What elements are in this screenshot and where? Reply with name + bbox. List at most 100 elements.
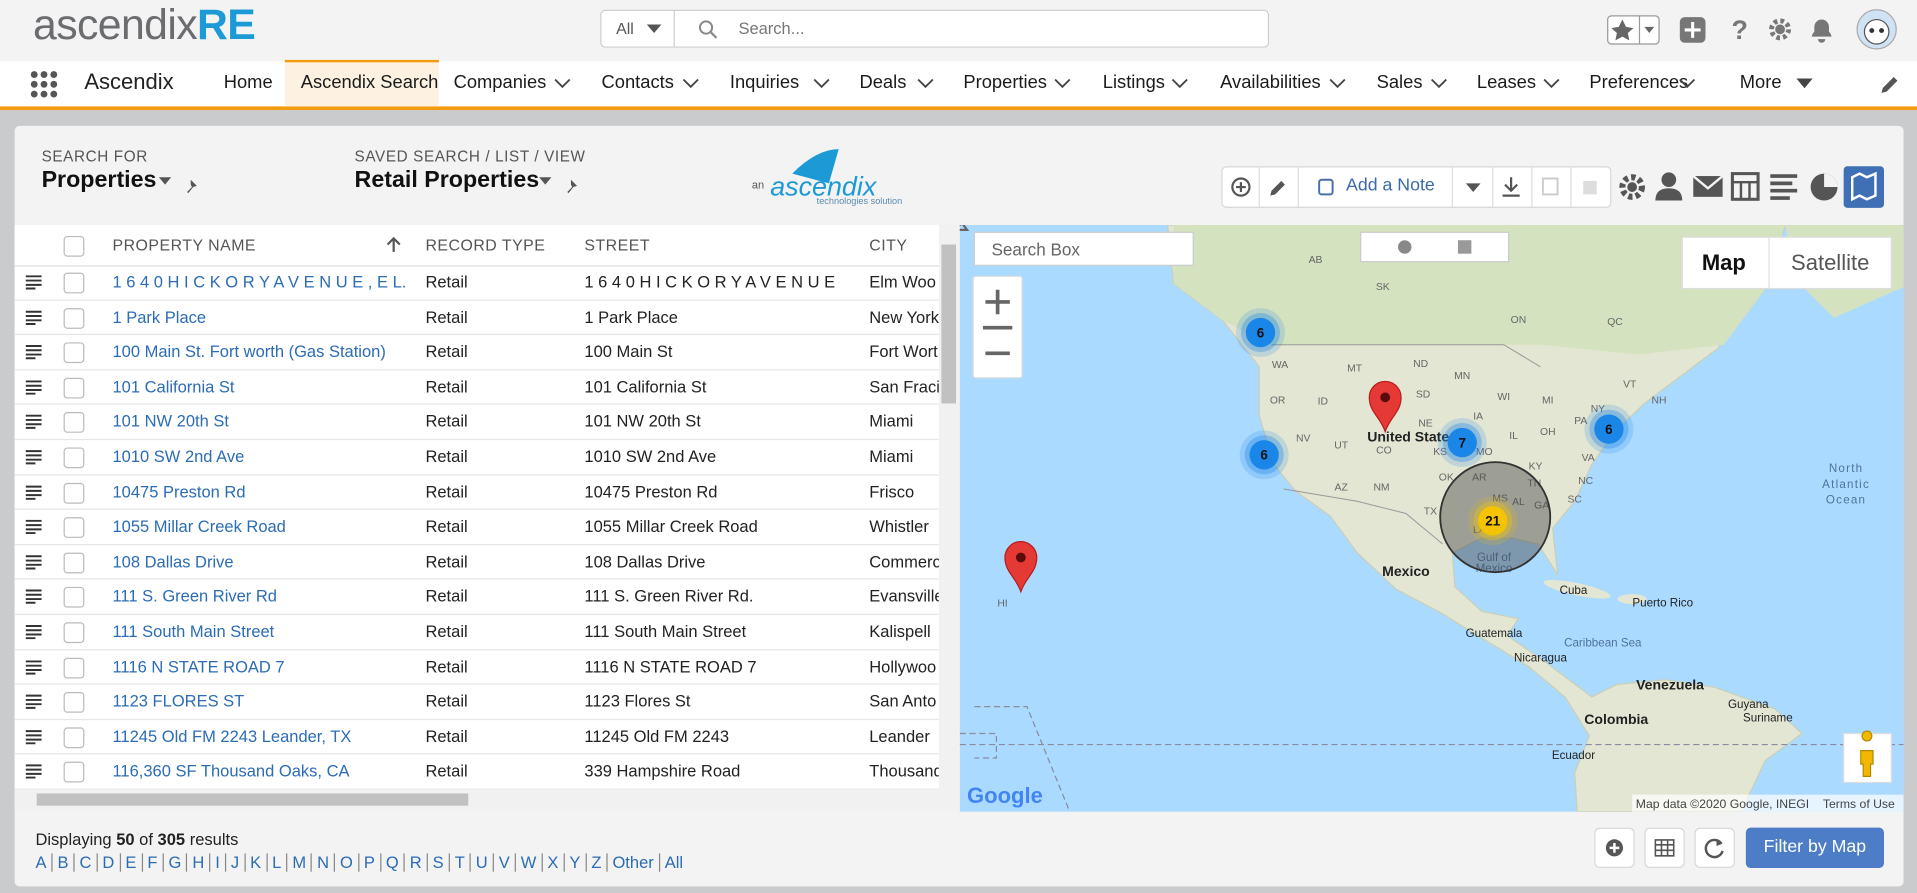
row-checkbox[interactable] bbox=[63, 342, 85, 364]
column-header[interactable]: CITY bbox=[869, 235, 908, 255]
app-launcher[interactable] bbox=[29, 70, 58, 99]
letter-link[interactable]: J bbox=[224, 853, 245, 872]
map-pin[interactable] bbox=[1004, 540, 1038, 594]
edit-button[interactable] bbox=[1270, 180, 1285, 196]
map-search-box[interactable] bbox=[973, 231, 1194, 266]
more-actions[interactable] bbox=[1465, 183, 1481, 192]
scope-select[interactable]: All bbox=[602, 11, 675, 47]
column-header[interactable]: RECORD TYPE bbox=[425, 235, 546, 255]
map-type-control[interactable] bbox=[1681, 236, 1892, 290]
letter-link[interactable]: E bbox=[119, 853, 142, 872]
select-all[interactable] bbox=[63, 235, 85, 257]
letter-link[interactable]: C bbox=[73, 853, 97, 872]
scroll-thumb[interactable] bbox=[941, 244, 957, 404]
row-actions[interactable] bbox=[25, 275, 43, 290]
property-link[interactable]: 10475 Preston Rd bbox=[112, 482, 246, 501]
horizontal-scrollbar[interactable] bbox=[14, 789, 959, 810]
scroll-thumb[interactable] bbox=[36, 793, 469, 806]
row-checkbox[interactable] bbox=[63, 377, 85, 399]
letter-link[interactable]: R bbox=[403, 853, 427, 872]
nav-item[interactable]: Companies bbox=[453, 72, 547, 93]
logo[interactable]: ascendixRE bbox=[33, 1, 256, 50]
setup-icon[interactable] bbox=[1769, 18, 1792, 41]
letter-link[interactable]: Z bbox=[585, 853, 607, 872]
letter-link[interactable]: O bbox=[333, 853, 358, 872]
row-checkbox[interactable] bbox=[63, 272, 85, 294]
row-actions[interactable] bbox=[25, 415, 43, 430]
property-link[interactable]: 116,360 SF Thousand Oaks, CA bbox=[112, 762, 350, 781]
nav-caret[interactable] bbox=[1543, 78, 1560, 89]
vertical-scrollbar[interactable] bbox=[938, 224, 959, 790]
refresh-button[interactable] bbox=[1694, 827, 1735, 869]
nav-item[interactable]: Properties bbox=[963, 72, 1047, 93]
search-for-controls[interactable] bbox=[156, 175, 205, 195]
cluster[interactable] bbox=[1594, 414, 1624, 444]
row-checkbox[interactable] bbox=[63, 412, 85, 434]
nav-caret[interactable] bbox=[813, 78, 830, 89]
cluster[interactable] bbox=[1245, 317, 1276, 348]
nav-item[interactable]: Home bbox=[223, 72, 273, 93]
help-icon[interactable]: ? bbox=[1732, 15, 1748, 45]
owner-icon[interactable] bbox=[1661, 172, 1677, 188]
nav-item[interactable]: Availabilities bbox=[1220, 72, 1321, 93]
nav-caret[interactable] bbox=[1054, 78, 1071, 89]
property-link[interactable]: 1010 SW 2nd Ave bbox=[112, 447, 245, 466]
letter-link[interactable]: S bbox=[426, 853, 449, 872]
cluster[interactable] bbox=[1478, 506, 1508, 536]
nav-item[interactable]: Listings bbox=[1102, 72, 1165, 93]
export-button[interactable] bbox=[1502, 177, 1520, 197]
nav-caret[interactable] bbox=[554, 78, 571, 89]
list-view-icon[interactable] bbox=[1770, 174, 1798, 200]
map-pin[interactable] bbox=[1368, 380, 1402, 434]
new-button[interactable] bbox=[1231, 177, 1251, 197]
map-view-icon[interactable] bbox=[1843, 166, 1884, 208]
letter-link[interactable]: A bbox=[35, 853, 47, 872]
row-checkbox[interactable] bbox=[63, 587, 85, 609]
edit-nav[interactable] bbox=[1879, 73, 1901, 95]
row-actions[interactable] bbox=[25, 555, 43, 570]
draw-tool[interactable] bbox=[1457, 240, 1472, 254]
row-checkbox[interactable] bbox=[63, 447, 85, 469]
row-checkbox[interactable] bbox=[63, 762, 85, 783]
row-actions[interactable] bbox=[25, 694, 43, 710]
row-checkbox[interactable] bbox=[63, 482, 85, 504]
map-type[interactable]: Map bbox=[1702, 250, 1746, 275]
letter-link[interactable]: V bbox=[492, 853, 515, 872]
property-link[interactable]: 1055 Millar Creek Road bbox=[112, 517, 286, 536]
nav-caret[interactable] bbox=[917, 78, 934, 89]
nav-item[interactable]: More bbox=[1739, 72, 1782, 93]
nav-caret[interactable] bbox=[1329, 78, 1346, 89]
row-actions[interactable] bbox=[25, 624, 43, 640]
property-link[interactable]: 111 South Main Street bbox=[112, 622, 275, 641]
nav-item[interactable]: Deals bbox=[859, 72, 907, 93]
letter-link[interactable]: G bbox=[162, 853, 187, 872]
row-actions[interactable] bbox=[25, 450, 43, 465]
property-link[interactable]: 1 Park Place bbox=[112, 307, 207, 326]
nav-item[interactable]: Inquiries bbox=[729, 72, 800, 93]
nav-item[interactable]: Ascendix Search bbox=[300, 72, 439, 93]
row-checkbox[interactable] bbox=[63, 552, 85, 574]
letter-link[interactable]: X bbox=[541, 853, 564, 872]
terms-link[interactable]: Terms of Use bbox=[1823, 797, 1895, 811]
row-checkbox[interactable] bbox=[63, 307, 85, 329]
grid-view-icon[interactable] bbox=[1730, 172, 1760, 201]
nav-caret[interactable] bbox=[682, 78, 699, 89]
property-link[interactable]: 100 Main St. Fort worth (Gas Station) bbox=[112, 342, 386, 361]
letter-link[interactable]: I bbox=[209, 853, 225, 872]
letter-link[interactable]: K bbox=[244, 853, 267, 872]
letter-link[interactable]: Y bbox=[563, 853, 586, 872]
letter-link[interactable]: D bbox=[96, 853, 120, 872]
map[interactable]: AB SK ON QC WA MT ND MN OR ID SD WI MI NY VT NH NV UT NE IA… bbox=[959, 224, 1904, 812]
notifications-icon[interactable] bbox=[1811, 19, 1832, 43]
add-note-button[interactable]: Add a Note bbox=[1346, 176, 1435, 196]
nav-item[interactable]: Contacts bbox=[601, 72, 674, 93]
nav-item[interactable]: Sales bbox=[1376, 72, 1423, 93]
letter-link[interactable]: W bbox=[514, 853, 542, 872]
cluster[interactable] bbox=[1447, 427, 1477, 458]
letter-link[interactable]: F bbox=[141, 853, 163, 872]
row-checkbox[interactable] bbox=[63, 727, 85, 748]
saved-search-controls[interactable] bbox=[537, 175, 586, 195]
row-actions[interactable] bbox=[25, 380, 43, 395]
columns-button[interactable] bbox=[1644, 827, 1685, 869]
nav-caret[interactable] bbox=[1679, 78, 1696, 89]
